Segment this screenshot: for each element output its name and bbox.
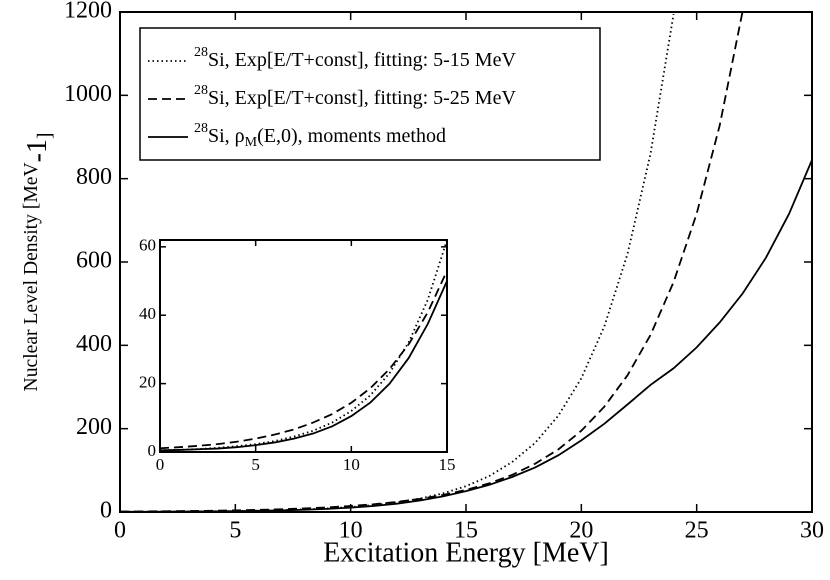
x-tick-label: 0: [156, 455, 165, 474]
x-tick-label: 5: [251, 455, 260, 474]
series-line: [120, 159, 812, 512]
legend-box: [139, 27, 601, 161]
y-tick-label: 1200: [64, 0, 112, 24]
x-tick-label: 15: [454, 518, 478, 544]
x-tick-label: 0: [114, 518, 126, 544]
legend-label-part: Si, Exp[E/T+const], fitting: 5-15 MeV: [208, 49, 516, 71]
legend-label-part: 28: [194, 121, 208, 136]
legend-label: 28Si, Exp[E/T+const], fitting: 5-25 MeV: [194, 83, 516, 108]
legend-label-part: 28: [194, 45, 208, 60]
series-line: [160, 270, 447, 450]
x-tick-label: 10: [343, 455, 360, 474]
legend-label-part: Si, ρ: [208, 125, 245, 147]
legend-label-part: (E,0), moments method: [257, 125, 446, 147]
x-tick-label: 15: [439, 455, 456, 474]
legend-label-part: M: [245, 135, 258, 150]
x-axis-label: Excitation Energy [MeV]: [323, 537, 609, 568]
y-tick-label: 600: [76, 248, 112, 274]
x-tick-label: 25: [685, 518, 709, 544]
x-tick-label: 20: [569, 518, 593, 544]
y-tick-label: 400: [76, 331, 112, 357]
y-tick-label: 800: [76, 164, 112, 190]
legend-label-part: Si, Exp[E/T+const], fitting: 5-25 MeV: [208, 87, 516, 109]
y-axis-label: Nuclear Level Density [MeV-1]: [21, 133, 56, 392]
plot-lines: [160, 240, 447, 452]
y-tick-label: 200: [76, 414, 112, 440]
y-axis-label-part: ]: [35, 133, 56, 140]
y-tick-label: 60: [139, 236, 156, 255]
plot-frame: [159, 239, 448, 453]
plot-lines: [120, 12, 812, 512]
y-tick-label: 40: [139, 304, 156, 323]
y-axis-label-part: Nuclear Level Density [MeV: [21, 162, 42, 391]
y-tick-label: 0: [100, 498, 112, 524]
y-tick-label: 1000: [64, 81, 112, 107]
x-tick-label: 30: [800, 518, 824, 544]
series-line: [160, 240, 447, 452]
legend-label: 28Si, ρM(E,0), moments method: [194, 121, 446, 150]
legend-label-part: 28: [194, 83, 208, 98]
x-tick-label: 5: [229, 518, 241, 544]
legend-label: 28Si, Exp[E/T+const], fitting: 5-15 MeV: [194, 45, 516, 70]
y-tick-label: 0: [148, 441, 157, 460]
y-axis-label-part: -1: [22, 139, 53, 162]
y-tick-label: 20: [139, 373, 156, 392]
series-line: [160, 280, 447, 452]
x-tick-label: 10: [339, 518, 363, 544]
